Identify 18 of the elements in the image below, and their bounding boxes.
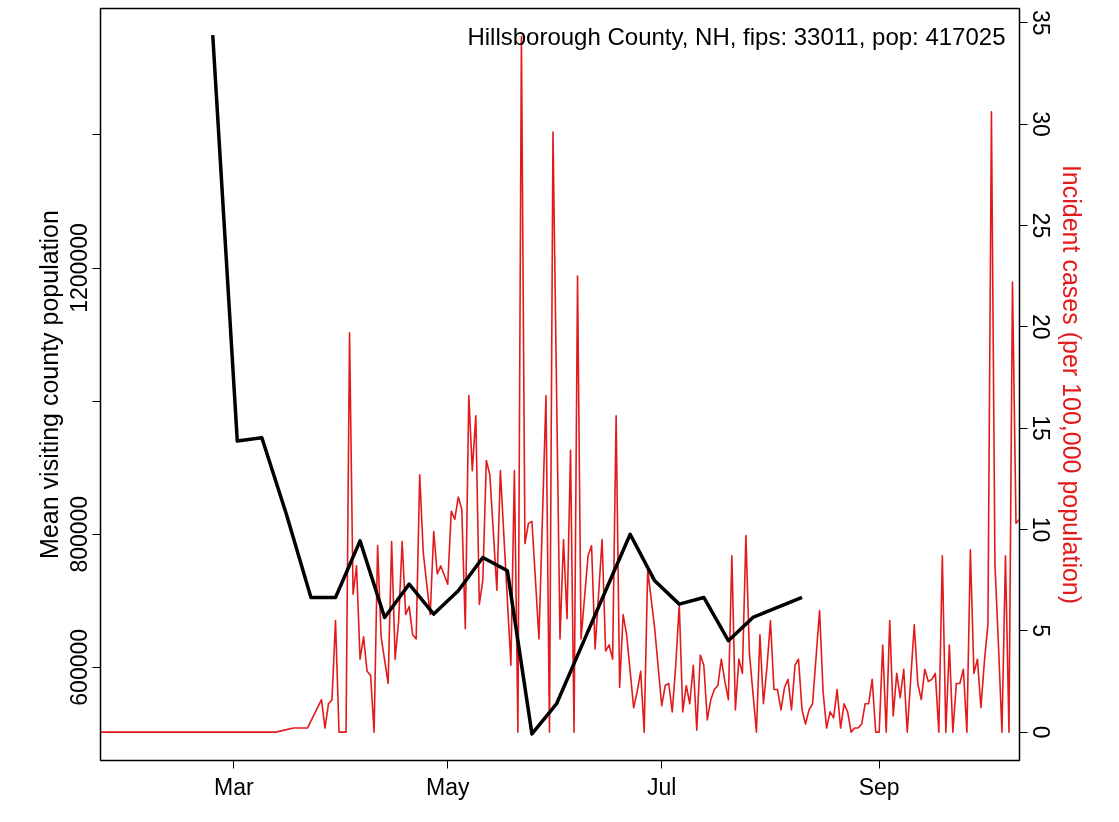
x-tick-label: Mar [213,773,254,800]
y2-axis-title: Incident cases (per 100,000 population) [1057,164,1086,605]
y2-tick-label: 20 [1027,313,1054,340]
y2-tick-label: 25 [1027,212,1054,239]
y2-tick-label: 35 [1027,9,1054,36]
y-axis-title: Mean visiting county population [34,210,63,559]
y-tick-label: 600000 [66,628,93,706]
y2-tick-label: 10 [1027,516,1054,543]
y-tick-label: 1200000 [66,223,93,313]
y2-tick-label: 0 [1027,725,1054,739]
x-tick-label: May [426,773,470,800]
text: Hillsborough County, NH, fips: 33011, pop: 417025 [467,22,1006,50]
y-tick-label: 800000 [66,495,93,573]
y2-tick-label: 5 [1027,624,1054,638]
x-tick-label: Sep [858,773,900,800]
y2-tick-label: 30 [1027,111,1054,137]
x-tick-label: Jul [647,773,677,800]
y2-tick-label: 15 [1027,415,1054,441]
